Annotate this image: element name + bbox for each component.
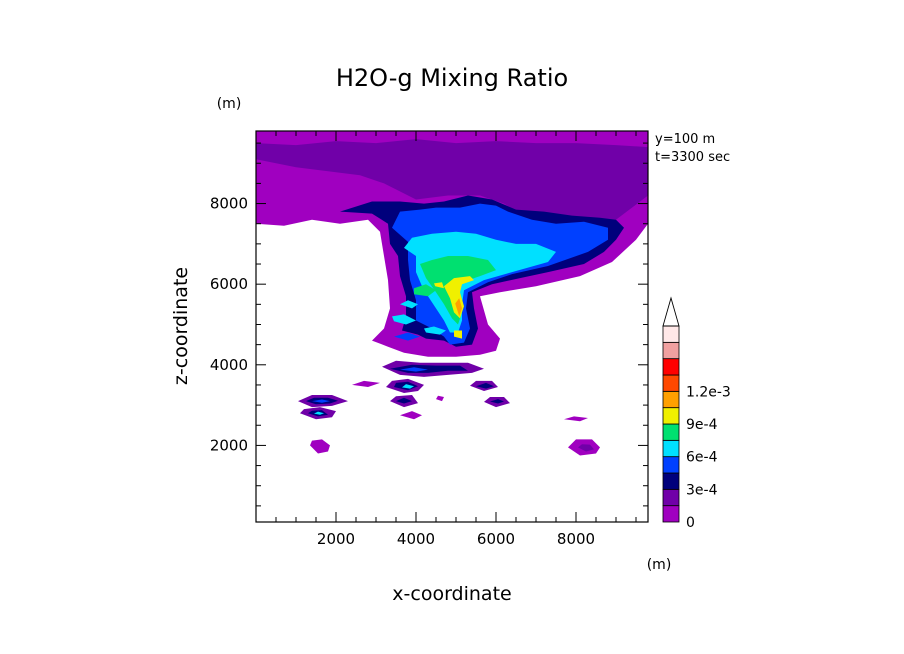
contour-region-upper-layer-8 bbox=[434, 282, 444, 289]
contour-region-mid-cells-34 bbox=[400, 411, 422, 420]
y-unit-label: (m) bbox=[217, 96, 242, 112]
contour-regions bbox=[256, 131, 648, 456]
y-tick-label: 2000 bbox=[210, 436, 248, 454]
x-tick-label: 4000 bbox=[397, 530, 435, 548]
contour-region-upper-layer-10 bbox=[414, 284, 436, 297]
colorbar-tick-label: 1.2e-3 bbox=[686, 384, 731, 400]
colorbar-swatch bbox=[662, 341, 680, 360]
contour-region-mid-cells-36 bbox=[564, 416, 588, 422]
colorbar-tick-label: 3e-4 bbox=[686, 482, 718, 498]
colorbar-swatch bbox=[662, 390, 680, 409]
contour-region-upper-layer-13 bbox=[400, 300, 418, 309]
plot-area: 2000 4000 6000 8000 2000 4000 6000 8000 bbox=[210, 130, 649, 548]
contour-region-upper-layer-7 bbox=[455, 298, 462, 317]
colorbar-swatch bbox=[662, 439, 680, 458]
colorbar-swatch bbox=[662, 505, 680, 523]
colorbar-swatch bbox=[662, 472, 680, 490]
colorbar-swatch bbox=[662, 488, 680, 507]
contour-region-mid-cells-26 bbox=[312, 399, 330, 403]
contour-region-mid-cells-18 bbox=[352, 380, 380, 387]
contour-region-mid-cells-29 bbox=[314, 411, 324, 415]
x-tick-label: 2000 bbox=[317, 530, 355, 548]
colorbar-swatch bbox=[662, 456, 680, 474]
colorbar-tick-label: 0 bbox=[686, 515, 695, 531]
annotation-y-position: y=100 m bbox=[655, 132, 715, 147]
colorbar-swatch bbox=[662, 358, 680, 376]
contour-region-mid-cells-21 bbox=[402, 384, 414, 389]
axis-ticks: 2000 4000 6000 8000 2000 4000 6000 8000 bbox=[210, 131, 648, 548]
colorbar-swatch bbox=[662, 374, 680, 392]
contour-region-mid-cells-31 bbox=[396, 397, 412, 404]
y-tick-label: 6000 bbox=[210, 275, 248, 293]
contour-region-upper-layer-12 bbox=[424, 326, 446, 335]
colorbar-swatch bbox=[662, 407, 680, 425]
contour-region-upper-layer-9 bbox=[454, 330, 462, 339]
contour-region-mid-cells-16 bbox=[390, 364, 468, 373]
chart-title: H2O-g Mixing Ratio bbox=[336, 64, 568, 92]
contour-region-upper-layer-11 bbox=[392, 314, 416, 325]
colorbar-tick-label: 6e-4 bbox=[686, 450, 718, 466]
contour-region-mid-cells-17 bbox=[400, 367, 428, 372]
y-axis-label: z-coordinate bbox=[170, 267, 192, 385]
annotation-time: t=3300 sec bbox=[655, 150, 730, 165]
y-tick-label: 8000 bbox=[210, 195, 248, 213]
contour-region-mid-cells-33 bbox=[490, 399, 504, 404]
x-unit-label: (m) bbox=[647, 557, 672, 573]
colorbar: 0 3e-4 6e-4 9e-4 1.2e-3 bbox=[662, 296, 731, 531]
contour-region-low-cells-37 bbox=[310, 439, 330, 454]
contour-region-upper-layer-14 bbox=[394, 332, 420, 341]
colorbar-swatch bbox=[662, 423, 680, 441]
x-tick-label: 6000 bbox=[477, 530, 515, 548]
contour-region-low-cells-39 bbox=[578, 444, 594, 452]
colorbar-swatch bbox=[662, 325, 680, 343]
contour-region-mid-cells-23 bbox=[476, 382, 494, 389]
contour-region-upper-layer-1 bbox=[256, 139, 648, 232]
plot-frame bbox=[255, 130, 649, 523]
colorbar-extend-arrow bbox=[662, 296, 680, 327]
colorbar-tick-label: 9e-4 bbox=[686, 417, 718, 433]
contour-region-upper-layer-4 bbox=[404, 231, 556, 333]
x-axis-label: x-coordinate bbox=[392, 583, 511, 605]
x-tick-label: 8000 bbox=[557, 530, 595, 548]
contour-region-mid-cells-35 bbox=[436, 395, 444, 402]
y-tick-label: 4000 bbox=[210, 356, 248, 374]
contour-region-upper-layer-6 bbox=[444, 276, 474, 319]
